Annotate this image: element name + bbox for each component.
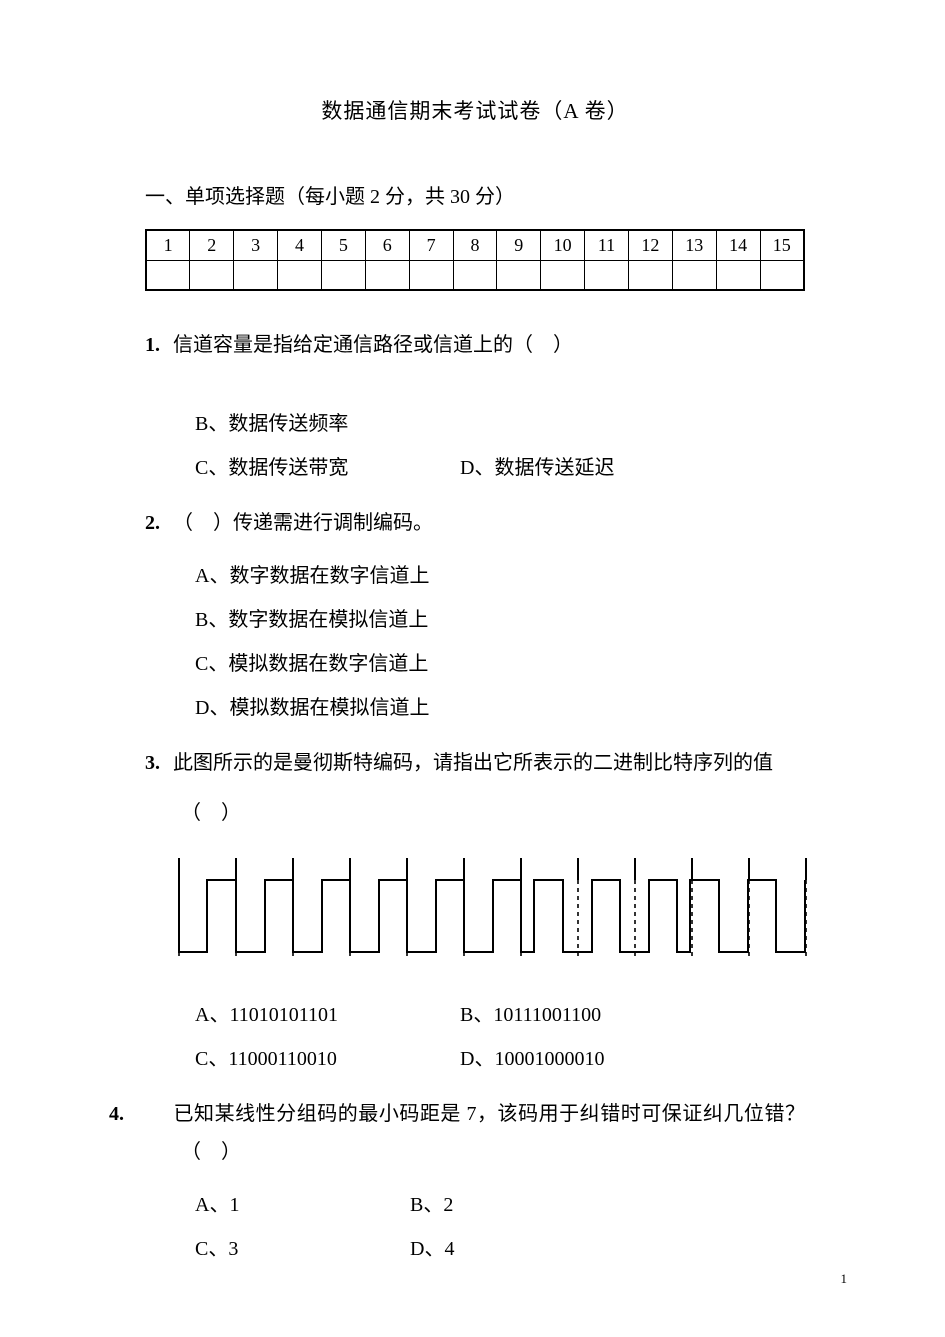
page-number: 1 <box>841 1271 848 1287</box>
table-answer-cell[interactable] <box>321 260 365 290</box>
question-3: 3.此图所示的是曼彻斯特编码，请指出它所表示的二进制比特序列的值 <box>145 744 805 782</box>
table-answer-cell[interactable] <box>585 260 629 290</box>
table-answer-cell[interactable] <box>497 260 541 290</box>
table-row: 1 2 3 4 5 6 7 8 9 10 11 12 13 14 15 <box>146 230 804 260</box>
table-header-cell: 9 <box>497 230 541 260</box>
table-answer-cell[interactable] <box>541 260 585 290</box>
question-number: 2. <box>145 504 173 542</box>
table-answer-cell[interactable] <box>409 260 453 290</box>
option-b: B、数字数据在模拟信道上 <box>195 598 805 642</box>
question-number: 3. <box>145 744 173 782</box>
option-c: C、11000110010 <box>195 1037 455 1081</box>
option-d: D、10001000010 <box>460 1037 720 1081</box>
question-2-options: A、数字数据在数字信道上 B、数字数据在模拟信道上 C、模拟数据在数字信道上 D… <box>145 554 805 730</box>
question-3-options: A、11010101101 B、10111001100 C、1100011001… <box>145 993 805 1081</box>
question-number: 1. <box>145 326 173 364</box>
table-header-cell: 5 <box>321 230 365 260</box>
table-answer-cell[interactable] <box>190 260 234 290</box>
table-answer-cell[interactable] <box>760 260 804 290</box>
table-row <box>146 260 804 290</box>
question-1: 1.信道容量是指给定通信路径或信道上的（ ） <box>145 326 805 364</box>
option-c: C、3 <box>195 1227 405 1271</box>
question-text: （ ）传递需进行调制编码。 <box>173 512 433 534</box>
question-number: 4. <box>145 1095 173 1133</box>
table-header-cell: 1 <box>146 230 190 260</box>
question-1-options: B、数据传送频率 C、数据传送带宽 D、数据传送延迟 <box>145 402 805 490</box>
table-header-cell: 15 <box>760 230 804 260</box>
section-1-header: 一、单项选择题（每小题 2 分，共 30 分） <box>145 180 805 209</box>
option-d: D、4 <box>410 1227 620 1271</box>
table-header-cell: 7 <box>409 230 453 260</box>
table-header-cell: 3 <box>234 230 278 260</box>
table-answer-cell[interactable] <box>453 260 497 290</box>
option-c: C、模拟数据在数字信道上 <box>195 642 805 686</box>
table-header-cell: 14 <box>716 230 760 260</box>
option-b: B、10111001100 <box>460 993 720 1037</box>
option-a: A、11010101101 <box>195 993 455 1037</box>
option-d: D、数据传送延迟 <box>460 446 720 490</box>
question-text: 信道容量是指给定通信路径或信道上的（ ） <box>173 334 573 356</box>
question-4-options: A、1 B、2 C、3 D、4 <box>145 1183 805 1271</box>
table-answer-cell[interactable] <box>278 260 322 290</box>
exam-title: 数据通信期末考试试卷（A 卷） <box>145 95 805 125</box>
table-header-cell: 6 <box>365 230 409 260</box>
question-text: 此图所示的是曼彻斯特编码，请指出它所表示的二进制比特序列的值 <box>173 752 773 774</box>
table-header-cell: 11 <box>585 230 629 260</box>
table-answer-cell[interactable] <box>146 260 190 290</box>
question-3-paren: （ ） <box>145 794 805 832</box>
table-header-cell: 8 <box>453 230 497 260</box>
option-a: A、数字数据在数字信道上 <box>195 554 805 598</box>
answer-grid-table: 1 2 3 4 5 6 7 8 9 10 11 12 13 14 15 <box>145 229 805 291</box>
table-answer-cell[interactable] <box>628 260 672 290</box>
table-answer-cell[interactable] <box>234 260 278 290</box>
question-text: 已知某线性分组码的最小码距是 7，该码用于纠错时可保证纠几位错？（ ） <box>173 1103 805 1163</box>
table-header-cell: 10 <box>541 230 585 260</box>
option-d: D、模拟数据在模拟信道上 <box>195 686 805 730</box>
question-4: 4.已知某线性分组码的最小码距是 7，该码用于纠错时可保证纠几位错？（ ） <box>145 1095 805 1171</box>
table-header-cell: 12 <box>628 230 672 260</box>
table-answer-cell[interactable] <box>365 260 409 290</box>
table-header-cell: 2 <box>190 230 234 260</box>
option-c: C、数据传送带宽 <box>195 446 455 490</box>
question-2: 2.（ ）传递需进行调制编码。 <box>145 504 805 542</box>
table-header-cell: 4 <box>278 230 322 260</box>
table-header-cell: 13 <box>672 230 716 260</box>
manchester-waveform <box>175 850 809 978</box>
option-a: A、1 <box>195 1183 405 1227</box>
option-b: B、2 <box>410 1183 620 1227</box>
table-answer-cell[interactable] <box>716 260 760 290</box>
option-b: B、数据传送频率 <box>195 402 805 446</box>
table-answer-cell[interactable] <box>672 260 716 290</box>
